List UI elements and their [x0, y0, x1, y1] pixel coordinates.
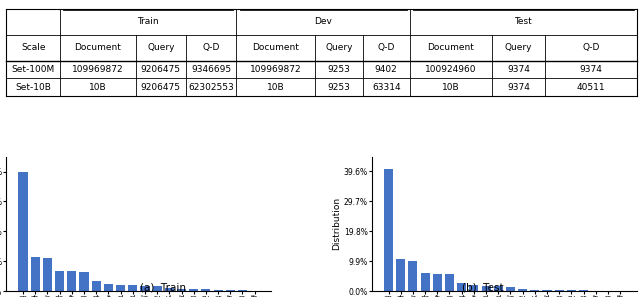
Bar [214, 290, 223, 291]
Text: Q-D: Q-D [203, 43, 220, 53]
Bar [481, 286, 491, 291]
Bar [226, 290, 235, 291]
Bar [79, 272, 88, 291]
Bar [19, 172, 28, 291]
Bar [43, 258, 52, 291]
Text: 9346695: 9346695 [191, 65, 231, 74]
Text: 10B: 10B [89, 83, 107, 91]
Bar [531, 290, 540, 291]
Text: 9374: 9374 [507, 65, 530, 74]
Bar [555, 290, 564, 291]
Bar [567, 290, 576, 291]
Bar [408, 261, 417, 291]
Text: 109969872: 109969872 [72, 65, 124, 74]
Text: 63314: 63314 [372, 83, 401, 91]
Text: 9253: 9253 [328, 65, 350, 74]
Text: 10B: 10B [442, 83, 460, 91]
Bar [445, 274, 454, 291]
Text: Set-10B: Set-10B [15, 83, 51, 91]
Text: 9253: 9253 [328, 83, 350, 91]
Bar [152, 286, 162, 291]
Text: Document: Document [74, 43, 121, 53]
Bar [202, 289, 211, 291]
Bar [67, 271, 76, 291]
Bar [543, 290, 552, 291]
Bar [518, 289, 527, 291]
Text: Query: Query [147, 43, 175, 53]
Text: 62302553: 62302553 [188, 83, 234, 91]
Text: Document: Document [252, 43, 300, 53]
Y-axis label: Distribution: Distribution [332, 197, 341, 250]
Bar [116, 285, 125, 291]
Text: 9206475: 9206475 [141, 65, 181, 74]
Text: 109969872: 109969872 [250, 65, 301, 74]
Bar [493, 286, 503, 291]
Bar [189, 289, 198, 291]
Text: 100924960: 100924960 [425, 65, 477, 74]
Text: Document: Document [428, 43, 474, 53]
Text: Dev: Dev [314, 18, 332, 26]
Bar [164, 288, 174, 291]
Text: 9402: 9402 [375, 65, 397, 74]
Bar [506, 287, 515, 291]
Text: Query: Query [325, 43, 353, 53]
Bar [55, 271, 64, 291]
Bar [177, 289, 186, 291]
Text: (a)  Train: (a) Train [140, 282, 186, 293]
Text: 9374: 9374 [507, 83, 530, 91]
Text: Train: Train [138, 18, 159, 26]
Bar [591, 290, 600, 291]
Bar [238, 290, 247, 291]
Text: Query: Query [505, 43, 532, 53]
Text: 10B: 10B [267, 83, 285, 91]
Bar [433, 274, 442, 291]
Bar [457, 283, 467, 291]
Bar [579, 290, 588, 291]
Bar [128, 285, 138, 291]
Text: 9206475: 9206475 [141, 83, 181, 91]
Bar [384, 169, 393, 291]
Text: Set-100M: Set-100M [12, 65, 55, 74]
Bar [92, 281, 100, 291]
Text: Scale: Scale [21, 43, 45, 53]
Bar [104, 284, 113, 291]
Text: (b)  Test: (b) Test [462, 282, 504, 293]
Bar [420, 273, 429, 291]
Text: Q-D: Q-D [582, 43, 600, 53]
Bar [140, 286, 150, 291]
Text: 40511: 40511 [577, 83, 605, 91]
Bar [469, 285, 479, 291]
Bar [31, 257, 40, 291]
Bar [396, 259, 405, 291]
Text: 9374: 9374 [580, 65, 602, 74]
Text: Test: Test [515, 18, 532, 26]
Text: Q-D: Q-D [378, 43, 395, 53]
